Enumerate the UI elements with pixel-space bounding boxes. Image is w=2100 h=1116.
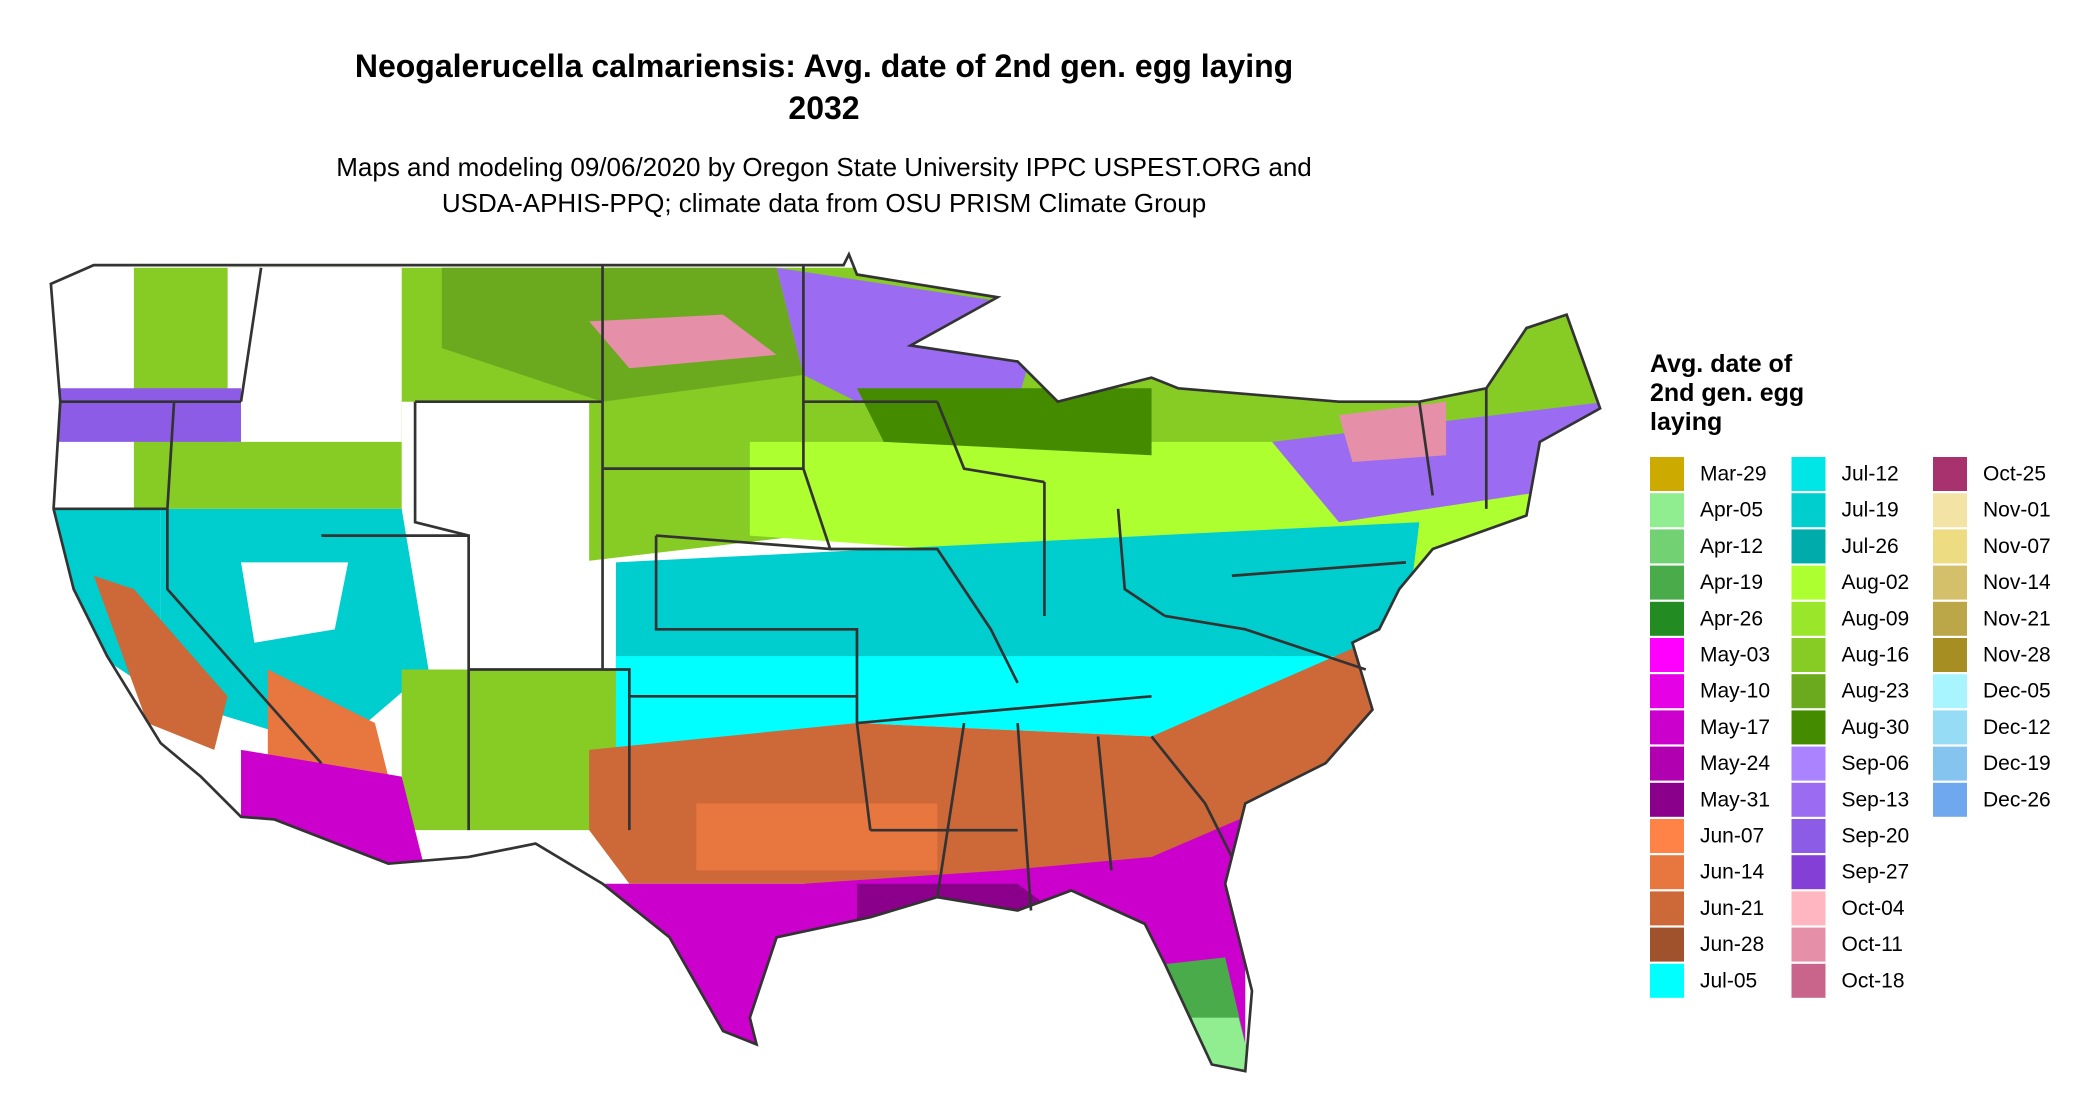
legend-swatch: [1650, 819, 1684, 853]
legend-swatch: [1650, 493, 1684, 528]
legend-swatch: [1791, 891, 1826, 926]
legend-label: Jul-26: [1842, 535, 1899, 558]
legend-swatch: [1791, 746, 1826, 781]
legend-label: Jun-21: [1700, 897, 1764, 920]
legend-swatch: [1933, 529, 1967, 564]
legend-swatch: [1650, 746, 1684, 781]
legend-swatch: [1933, 674, 1967, 709]
legend-label: May-31: [1700, 788, 1770, 811]
legend-swatch: [1791, 601, 1826, 636]
legend-swatch: [1933, 710, 1967, 745]
legend-label: Sep-20: [1842, 825, 1910, 848]
legend-label: May-24: [1700, 752, 1770, 775]
legend-swatch: [1650, 855, 1684, 890]
legend-label: Aug-23: [1842, 680, 1910, 703]
subtitle-line: Maps and modeling 09/06/2020 by Oregon S…: [336, 152, 1312, 182]
legend-label: Nov-28: [1983, 644, 2051, 667]
legend-swatch: [1650, 601, 1684, 636]
legend-swatch: [1791, 855, 1826, 890]
legend-swatch: [1933, 457, 1967, 491]
legend-label: May-10: [1700, 680, 1770, 703]
legend-swatch: [1791, 710, 1826, 745]
legend-label: Dec-12: [1983, 716, 2051, 739]
legend-label: Nov-01: [1983, 499, 2051, 522]
legend-swatch: [1650, 565, 1684, 600]
legend-label: Aug-09: [1842, 607, 1910, 630]
legend-swatch: [1791, 963, 1826, 998]
map-body: [49, 251, 1602, 1073]
legend-label: Nov-07: [1983, 535, 2051, 558]
legend-label: Aug-16: [1842, 644, 1910, 667]
legend-label: Oct-11: [1842, 933, 1903, 956]
legend-label: Jun-14: [1700, 861, 1765, 884]
legend-label: Dec-26: [1983, 788, 2051, 811]
legend-label: May-03: [1700, 644, 1770, 667]
legend-title: Avg. date of 2nd gen. egg laying: [1650, 350, 1805, 436]
legend-label: Apr-19: [1700, 571, 1763, 594]
legend-swatch: [1933, 601, 1967, 636]
legend-swatch: [1791, 493, 1826, 528]
legend-swatch: [1791, 782, 1826, 817]
legend-swatch: [1791, 457, 1826, 491]
legend-swatch: [1650, 710, 1684, 745]
legend-label: Nov-21: [1983, 607, 2051, 630]
legend-swatch: [1650, 963, 1684, 998]
legend-swatch: [1933, 638, 1967, 672]
legend-label: May-17: [1700, 716, 1770, 739]
legend-label: Dec-05: [1983, 680, 2051, 703]
legend-swatch: [1933, 493, 1967, 528]
legend-label: Aug-02: [1842, 571, 1910, 594]
legend: Mar-29 Apr-05 Apr-12 Apr-19 Apr-26 May-03 May-…: [1650, 457, 2051, 998]
legend-swatch: [1791, 819, 1826, 853]
legend-label: Sep-27: [1842, 861, 1910, 884]
legend-swatch: [1650, 638, 1684, 672]
legend-swatch: [1650, 927, 1684, 962]
legend-label: Sep-13: [1842, 788, 1910, 811]
legend-label: Aug-30: [1842, 716, 1910, 739]
state-borders: [49, 251, 1602, 1073]
legend-swatch: [1650, 674, 1684, 709]
legend-swatch: [1933, 782, 1967, 817]
legend-label: Jul-12: [1842, 463, 1899, 486]
legend-swatch: [1650, 457, 1684, 491]
legend-label: Mar-29: [1700, 463, 1767, 486]
legend-label: Sep-06: [1842, 752, 1910, 775]
legend-label: Jun-28: [1700, 933, 1764, 956]
legend-swatch: [1933, 565, 1967, 600]
legend-label: Jun-07: [1700, 825, 1764, 848]
legend-swatch: [1650, 891, 1684, 926]
legend-swatch: [1791, 674, 1826, 709]
legend-label: Oct-25: [1983, 463, 2046, 486]
legend-label: Oct-04: [1842, 897, 1905, 920]
legend-label: Apr-12: [1700, 535, 1763, 558]
legend-label: Apr-05: [1700, 499, 1763, 522]
legend-label: Jul-19: [1842, 499, 1899, 522]
map-year: 2032: [788, 90, 860, 126]
legend-label: Apr-26: [1700, 607, 1763, 630]
subtitle-line: USDA-APHIS-PPQ; climate data from OSU PR…: [441, 188, 1207, 218]
legend-swatch: [1933, 746, 1967, 781]
legend-label: Jul-05: [1700, 969, 1757, 992]
legend-swatch: [1791, 927, 1826, 962]
legend-label: Oct-18: [1842, 969, 1905, 992]
legend-swatch: [1791, 638, 1826, 672]
legend-swatch: [1791, 565, 1826, 600]
legend-swatch: [1650, 782, 1684, 817]
legend-label: Nov-14: [1983, 571, 2051, 594]
legend-swatch: [1650, 529, 1684, 564]
legend-swatch: [1791, 529, 1826, 564]
legend-label: Dec-19: [1983, 752, 2051, 775]
map: [49, 251, 1602, 1073]
map-title: Neogalerucella calmariensis: Avg. date o…: [354, 48, 1294, 84]
